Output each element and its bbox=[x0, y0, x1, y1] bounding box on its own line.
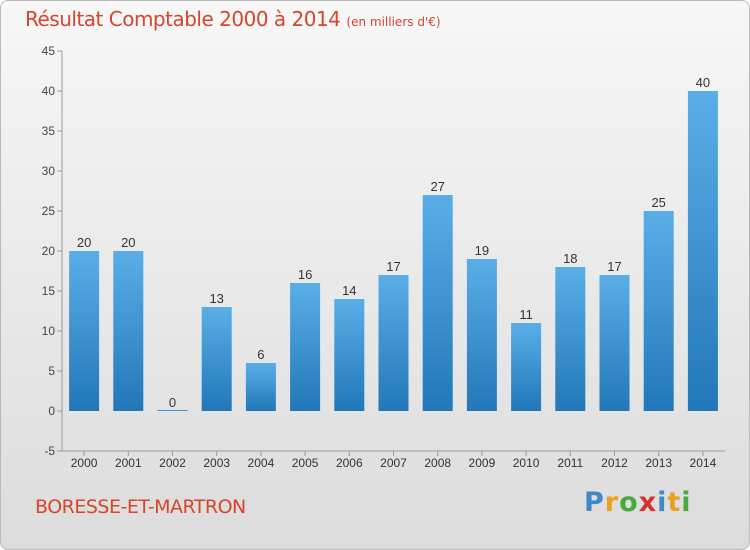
bar-value-label: 20 bbox=[77, 235, 91, 250]
bar-value-label: 13 bbox=[209, 291, 223, 306]
bar-value-label: 40 bbox=[696, 75, 710, 90]
x-tick-label: 2005 bbox=[292, 456, 319, 470]
logo-letter: i bbox=[681, 487, 692, 518]
logo-letter: t bbox=[667, 487, 682, 518]
y-tick-label: 5 bbox=[48, 364, 55, 378]
bar bbox=[157, 410, 188, 411]
y-tick-label: 20 bbox=[42, 244, 56, 258]
bar bbox=[201, 307, 232, 411]
bar bbox=[511, 323, 542, 411]
logo-letter: P bbox=[584, 487, 605, 518]
bar bbox=[643, 211, 674, 411]
bar-value-label: 17 bbox=[607, 259, 621, 274]
y-tick-label: 25 bbox=[42, 204, 56, 218]
bar bbox=[69, 251, 100, 411]
x-tick-label: 2006 bbox=[336, 456, 363, 470]
chart-unit: (en milliers d'€) bbox=[346, 15, 441, 29]
y-tick-label: 30 bbox=[42, 164, 56, 178]
bar bbox=[245, 363, 276, 411]
x-tick-label: 2002 bbox=[159, 456, 186, 470]
x-tick-label: 2008 bbox=[424, 456, 451, 470]
chart-value-labels: 20 20 0 13 6 16 14 17 27 19 11 18 17 25 40 bbox=[77, 75, 710, 410]
bar-value-label: 16 bbox=[298, 267, 312, 282]
proxiti-logo: Proxiti bbox=[584, 487, 692, 518]
x-tick-label: 2013 bbox=[645, 456, 672, 470]
bar bbox=[422, 195, 453, 411]
bar-value-label: 6 bbox=[257, 347, 264, 362]
bar bbox=[113, 251, 144, 411]
bar-value-label: 27 bbox=[430, 179, 444, 194]
commune-name: BORESSE-ET-MARTRON bbox=[35, 496, 246, 518]
x-tick-label: 2000 bbox=[71, 456, 98, 470]
bar bbox=[334, 299, 365, 411]
x-tick-label: 2014 bbox=[690, 456, 717, 470]
x-tick-label: 2007 bbox=[380, 456, 407, 470]
logo-letter: x bbox=[638, 487, 658, 518]
y-tick-label: 35 bbox=[42, 124, 56, 138]
bar-value-label: 25 bbox=[651, 195, 665, 210]
bar bbox=[555, 267, 586, 411]
bar-value-label: 14 bbox=[342, 283, 356, 298]
bar bbox=[466, 259, 497, 411]
bar-value-label: 18 bbox=[563, 251, 577, 266]
logo-letter: r bbox=[604, 487, 620, 518]
x-tick-label: 2012 bbox=[601, 456, 628, 470]
y-tick-label: 15 bbox=[42, 284, 56, 298]
bar-value-label: 17 bbox=[386, 259, 400, 274]
x-tick-label: 2009 bbox=[469, 456, 496, 470]
x-tick-label: 2003 bbox=[203, 456, 230, 470]
y-tick-label: 45 bbox=[42, 44, 56, 58]
chart-title-text: Résultat Comptable 2000 à 2014 bbox=[25, 7, 341, 31]
bar bbox=[290, 283, 321, 411]
y-tick-label: 0 bbox=[48, 404, 55, 418]
x-tick-label: 2010 bbox=[513, 456, 540, 470]
logo-letter: o bbox=[619, 487, 639, 518]
bar bbox=[599, 275, 630, 411]
bar-value-label: 20 bbox=[121, 235, 135, 250]
bar-value-label: 0 bbox=[169, 395, 176, 410]
bar bbox=[687, 91, 718, 411]
bar-value-label: 11 bbox=[519, 307, 533, 322]
x-tick-label: 2001 bbox=[115, 456, 142, 470]
y-tick-label: -5 bbox=[44, 444, 55, 458]
x-tick-label: 2004 bbox=[248, 456, 275, 470]
logo-letter: i bbox=[657, 487, 668, 518]
chart-bars bbox=[69, 91, 718, 411]
y-tick-label: 40 bbox=[42, 84, 56, 98]
chart-title: Résultat Comptable 2000 à 2014 (en millie… bbox=[25, 7, 441, 31]
bar bbox=[378, 275, 409, 411]
y-tick-label: 10 bbox=[42, 324, 56, 338]
x-tick-label: 2011 bbox=[557, 456, 583, 470]
bar-value-label: 19 bbox=[475, 243, 489, 258]
